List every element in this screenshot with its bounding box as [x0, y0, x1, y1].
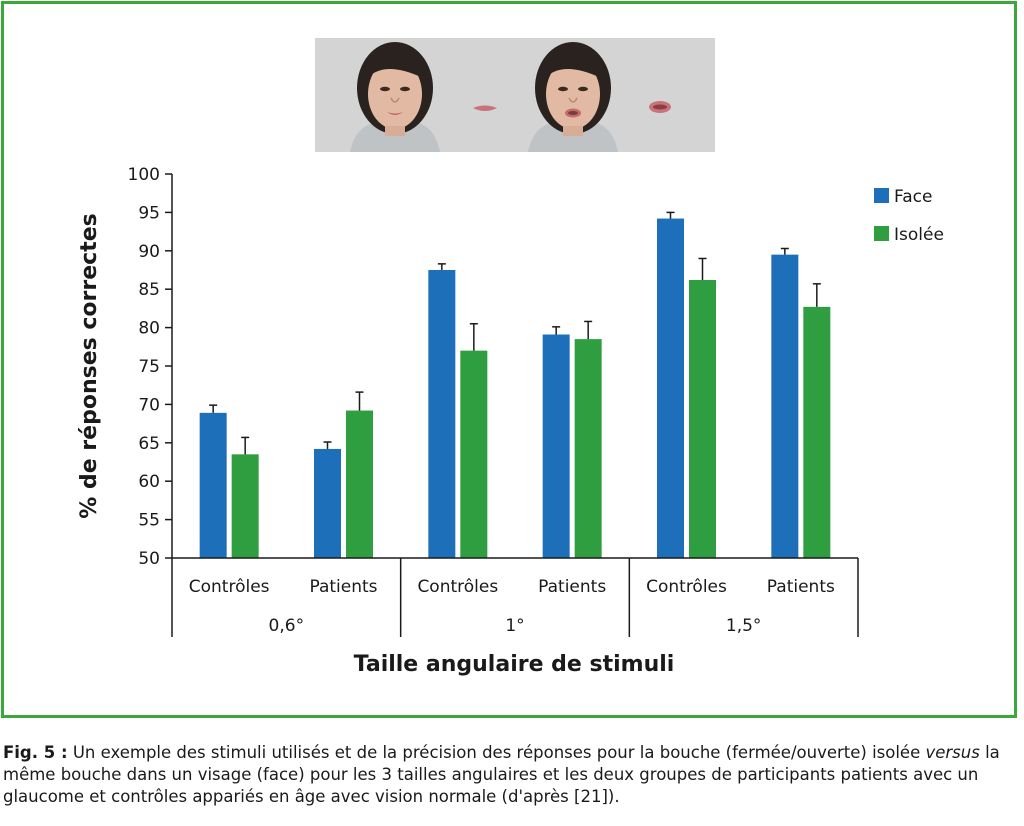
y-axis-label: % de réponses correctes: [77, 213, 102, 518]
x-category-label: Patients: [767, 577, 835, 597]
x-group-label: 1°: [505, 616, 524, 636]
legend-swatch-face: [874, 188, 889, 203]
y-tick-label: 80: [138, 319, 160, 339]
bar-face: [428, 270, 456, 558]
legend: Face Isolée: [874, 187, 944, 245]
y-tick-label: 75: [138, 357, 160, 377]
caption-text-1: Un exemple des stimuli utilisés et de la…: [67, 743, 926, 762]
y-tick-label: 50: [138, 549, 160, 569]
x-category-label: Contrôles: [189, 577, 270, 597]
bar-chart: 50 55 60 65 70 75 80 85 90 95 100 Contrôles Patient…: [77, 165, 944, 677]
mouth-closed-isolated: [473, 105, 497, 111]
x-category-label: Contrôles: [417, 577, 498, 597]
bar-face: [771, 254, 799, 558]
x-group-label: 0,6°: [269, 616, 305, 636]
y-tick-label: 85: [138, 280, 160, 300]
y-tick-label: 95: [138, 203, 160, 223]
bar-isolee: [346, 410, 373, 558]
caption-text-2: la même bouche dans un visage (face) pou…: [3, 743, 1000, 806]
caption-label: Fig. 5 :: [3, 743, 68, 762]
x-axis-label: Taille angulaire de stimuli: [354, 652, 675, 677]
y-tick-label: 65: [138, 434, 160, 454]
bar-face: [314, 448, 341, 558]
figure-caption: Fig. 5 : Un exemple des stimuli utilisés…: [3, 742, 1023, 808]
bar-isolee: [460, 350, 488, 558]
x-category-label: Patients: [309, 577, 377, 597]
bars-layer: [199, 211, 831, 558]
y-tick-label: 60: [138, 472, 160, 492]
x-axis: Contrôles Patients Contrôles Patients Contrô…: [171, 557, 859, 637]
bar-face: [199, 412, 227, 558]
y-tick-label: 90: [138, 242, 160, 262]
y-axis: 50 55 60 65 70 75 80 85 90 95 100: [128, 165, 173, 569]
figure-frame: [1, 1, 1017, 718]
y-tick-label: 55: [138, 511, 160, 531]
bar-face: [542, 334, 570, 558]
bar-isolee: [803, 306, 831, 558]
x-category-label: Contrôles: [646, 577, 727, 597]
y-tick-label: 100: [128, 165, 160, 185]
x-group-label: 1,5°: [726, 616, 762, 636]
bar-isolee: [689, 279, 716, 558]
legend-label: Isolée: [894, 225, 944, 245]
y-tick-label: 70: [138, 395, 160, 415]
bar-isolee: [231, 454, 259, 558]
legend-swatch-isolee: [874, 226, 889, 241]
legend-label: Face: [894, 187, 932, 207]
stimuli-image: [315, 38, 715, 152]
bar-face: [657, 218, 684, 558]
face-closed-mouth: [350, 42, 440, 152]
face-open-mouth: [528, 42, 618, 152]
mouth-open-isolated: [649, 101, 671, 113]
x-category-label: Patients: [538, 577, 606, 597]
caption-italic: versus: [925, 743, 980, 762]
bar-isolee: [574, 339, 602, 558]
stimuli-illustration: [350, 42, 671, 152]
